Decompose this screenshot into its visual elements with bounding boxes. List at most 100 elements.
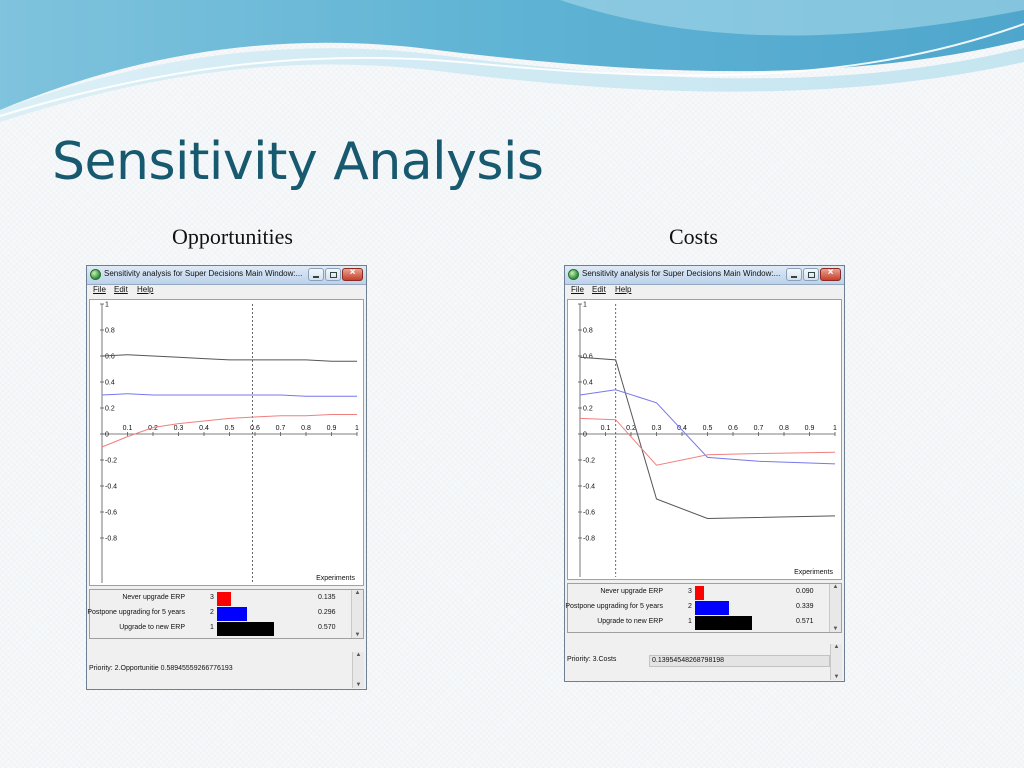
x-axis-label: Experiments <box>316 575 355 582</box>
alternative-name: Never upgrade ERP <box>600 588 663 595</box>
window-title-bar[interactable]: Sensitivity analysis for Super Decisions… <box>87 266 366 285</box>
alternative-number: 3 <box>210 594 214 601</box>
header-wave-banner <box>0 0 1024 122</box>
slide-title: Sensitivity Analysis <box>52 132 544 192</box>
alternative-row: Upgrade to new ERP 1 0.570 <box>90 622 351 636</box>
series-line <box>579 389 836 465</box>
scroll-up-icon[interactable]: ▲ <box>832 584 839 590</box>
minimize-button[interactable] <box>786 268 802 281</box>
y-tick-label: -0.4 <box>105 484 117 491</box>
alternative-number: 1 <box>210 624 214 631</box>
y-tick-label: 0 <box>583 432 587 439</box>
status-scrollbar[interactable]: ▲ ▼ <box>830 644 842 680</box>
priority-label: Priority: 3.Costs <box>567 656 617 663</box>
close-button[interactable]: × <box>342 267 363 281</box>
priority-status-row: Priority: 2.Opportunitie 0.5894555926677… <box>89 664 364 676</box>
menu-file[interactable]: File <box>93 285 106 294</box>
menu-help[interactable]: Help <box>615 285 632 294</box>
series-line <box>579 356 836 520</box>
alternative-value: 0.339 <box>796 603 814 610</box>
alternative-value: 0.296 <box>318 609 336 616</box>
caption-opportunities: Opportunities <box>172 224 293 249</box>
alternatives-scrollbar[interactable]: ▲ ▼ <box>829 584 841 632</box>
x-tick-label: 0.2 <box>626 425 636 432</box>
series-line <box>101 414 357 448</box>
y-tick-label: 0.8 <box>583 328 593 335</box>
x-tick-label: 0.7 <box>754 425 764 432</box>
alternative-value: 0.570 <box>318 624 336 631</box>
alternative-bar <box>695 586 704 600</box>
y-tick-label: -0.2 <box>583 458 595 465</box>
scroll-up-icon[interactable]: ▲ <box>833 644 840 650</box>
x-tick-label: 0.4 <box>199 425 209 432</box>
priority-status-row: Priority: 3.Costs 0.13954548268798198 <box>567 655 842 667</box>
y-tick-label: 0.6 <box>583 354 593 361</box>
y-tick-label: 1 <box>583 302 587 309</box>
window-title-bar[interactable]: Sensitivity analysis for Super Decisions… <box>565 266 844 285</box>
y-tick-label: 0.2 <box>105 406 115 413</box>
scroll-down-icon[interactable]: ▼ <box>833 674 840 680</box>
sensitivity-plot[interactable]: 1 0.8 0.6 0.4 0.2 0 -0.2 -0.4 -0.6 -0.8 0.1 0.2 0.3 0… <box>89 299 364 586</box>
x-tick-label: 1 <box>833 425 837 432</box>
alternative-row: Never upgrade ERP 3 0.135 <box>90 592 351 606</box>
x-tick-label: 0.7 <box>276 425 286 432</box>
y-tick-label: -0.6 <box>583 510 595 517</box>
alternative-row: Never upgrade ERP 3 0.090 <box>568 586 829 600</box>
alternative-row: Postpone upgrading for 5 years 2 0.339 <box>565 601 829 615</box>
x-tick-label: 0.9 <box>327 425 337 432</box>
alternative-value: 0.090 <box>796 588 814 595</box>
y-tick-label: 0.4 <box>583 380 593 387</box>
priority-value-field: 0.13954548268798198 <box>649 655 830 667</box>
minimize-button[interactable] <box>308 268 324 281</box>
y-tick-label: -0.4 <box>583 484 595 491</box>
close-button[interactable]: × <box>820 267 841 281</box>
scroll-up-icon[interactable]: ▲ <box>355 652 362 658</box>
alternative-bar <box>695 616 753 630</box>
scroll-down-icon[interactable]: ▼ <box>355 682 362 688</box>
alternatives-panel: Never upgrade ERP 3 0.090 Postpone upgra… <box>565 583 842 633</box>
x-tick-label: 0.6 <box>250 425 260 432</box>
sensitivity-window-costs: Sensitivity analysis for Super Decisions… <box>564 265 845 682</box>
sensitivity-window-opportunities: Sensitivity analysis for Super Decisions… <box>86 265 367 690</box>
x-axis-label: Experiments <box>794 569 833 576</box>
x-tick-label: 0.5 <box>703 425 713 432</box>
x-tick-label: 1 <box>355 425 359 432</box>
maximize-button[interactable] <box>803 268 819 281</box>
menu-edit[interactable]: Edit <box>592 285 606 294</box>
status-scrollbar[interactable]: ▲ ▼ <box>352 652 364 688</box>
y-tick-label: 0 <box>105 432 109 439</box>
maximize-button[interactable] <box>325 268 341 281</box>
y-tick-label: 1 <box>105 302 109 309</box>
y-tick-label: 0.8 <box>105 328 115 335</box>
sensitivity-plot[interactable]: 1 0.8 0.6 0.4 0.2 0 -0.2 -0.4 -0.6 -0.8 0.1 0.2 0.3 0… <box>567 299 842 580</box>
app-icon <box>90 269 101 280</box>
alternatives-panel: Never upgrade ERP 3 0.135 Postpone upgra… <box>87 589 364 639</box>
alternative-bar <box>217 592 231 606</box>
priority-value: 0.13954548268798198 <box>652 657 725 664</box>
x-tick-label: 0.3 <box>652 425 662 432</box>
alternative-row: Postpone upgrading for 5 years 2 0.296 <box>87 607 351 621</box>
scroll-down-icon[interactable]: ▼ <box>354 632 361 638</box>
menu-file[interactable]: File <box>571 285 584 294</box>
series-line <box>101 354 357 362</box>
window-title: Sensitivity analysis for Super Decisions… <box>582 269 781 278</box>
x-tick-label: 0.4 <box>677 425 687 432</box>
y-tick-label: -0.8 <box>583 536 595 543</box>
menu-edit[interactable]: Edit <box>114 285 128 294</box>
y-tick-label: -0.6 <box>105 510 117 517</box>
alternatives-scrollbar[interactable]: ▲ ▼ <box>351 590 363 638</box>
sensitivity-chart: 1 0.8 0.6 0.4 0.2 0 -0.2 -0.4 -0.6 -0.8 0.1 0.2 0.3 0… <box>578 302 837 577</box>
x-tick-label: 0.8 <box>779 425 789 432</box>
alternative-name: Upgrade to new ERP <box>597 618 663 625</box>
scroll-up-icon[interactable]: ▲ <box>354 590 361 596</box>
alternative-name: Postpone upgrading for 5 years <box>87 609 185 616</box>
alternative-name: Upgrade to new ERP <box>119 624 185 631</box>
y-tick-label: 0.6 <box>105 354 115 361</box>
alternative-bar <box>217 607 247 621</box>
window-title: Sensitivity analysis for Super Decisions… <box>104 269 303 278</box>
x-tick-label: 0.8 <box>301 425 311 432</box>
alternative-number: 2 <box>210 609 214 616</box>
menu-help[interactable]: Help <box>137 285 154 294</box>
scroll-down-icon[interactable]: ▼ <box>832 626 839 632</box>
sensitivity-chart: 1 0.8 0.6 0.4 0.2 0 -0.2 -0.4 -0.6 -0.8 0.1 0.2 0.3 0… <box>100 302 359 583</box>
